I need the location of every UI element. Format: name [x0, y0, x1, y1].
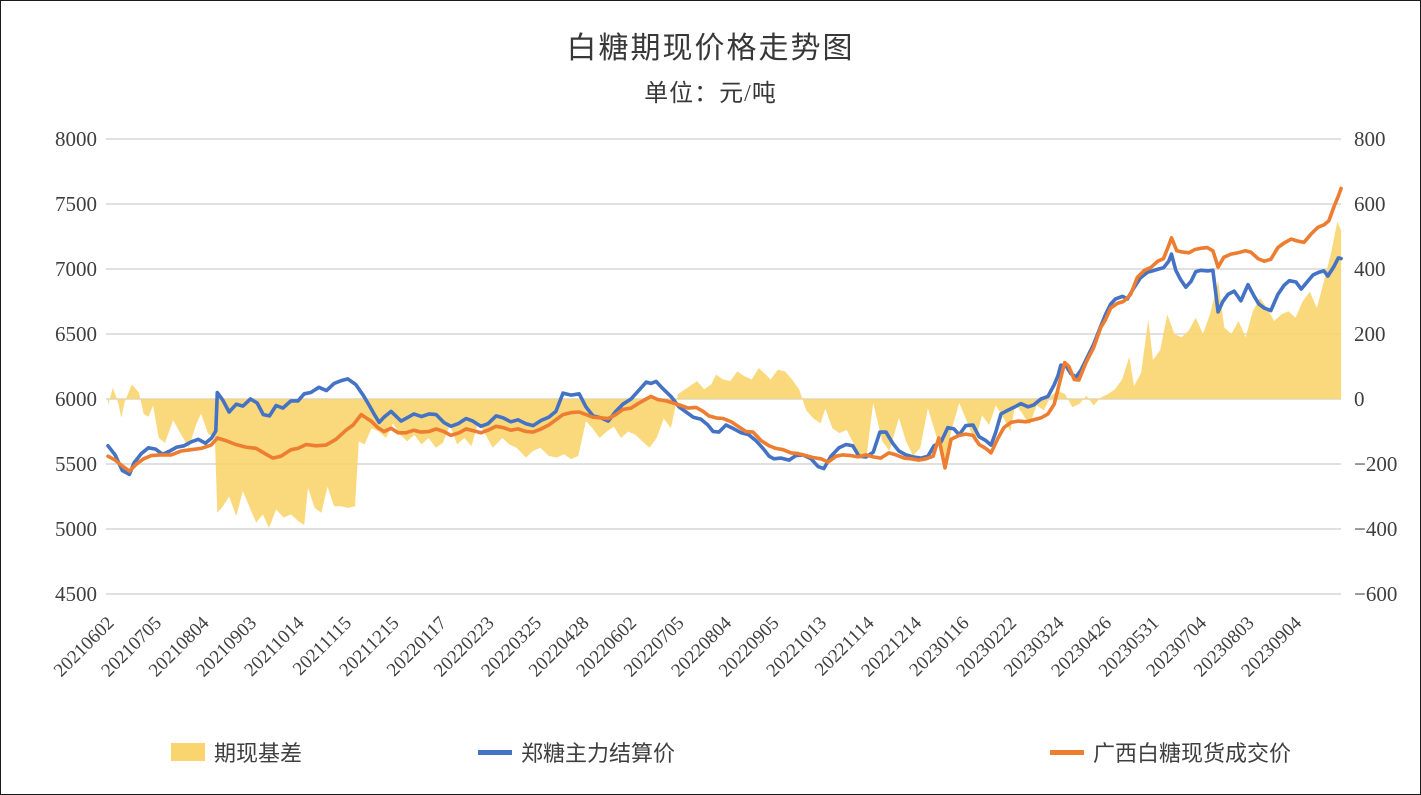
- y-axis-tick-label-right: 800: [1354, 127, 1386, 151]
- y-axis-tick-label-left: 8000: [55, 127, 97, 151]
- legend-label-spot: 广西白糖现货成交价: [1093, 741, 1292, 766]
- y-axis-tick-label-right: 200: [1354, 322, 1386, 346]
- price-line-series: [106, 186, 1343, 477]
- y-axis-right-labels: 800 600 400 200 0 −200 −400 −600: [1354, 127, 1397, 606]
- y-axis-tick-label-left: 4500: [55, 582, 97, 606]
- futures-swatch-icon: [478, 749, 512, 755]
- y-axis-tick-label-right: −600: [1354, 582, 1397, 606]
- y-axis-tick-label-right: −400: [1354, 517, 1397, 541]
- legend-label-basis: 期现基差: [214, 741, 303, 766]
- y-axis-tick-label-left: 7000: [55, 257, 97, 281]
- legend-item-spot: 广西白糖现货成交价: [1050, 737, 1291, 767]
- basis-swatch-icon: [171, 743, 205, 761]
- futures-line-path: [106, 252, 1343, 477]
- chart-title: 白糖期现价格走势图: [566, 32, 855, 65]
- spot-swatch-icon: [1050, 749, 1084, 755]
- y-axis-tick-label-left: 5500: [55, 452, 97, 476]
- y-axis-tick-label-right: 600: [1354, 192, 1386, 216]
- basis-area-series: [108, 221, 1342, 528]
- y-axis-left-labels: 8000 7500 7000 6500 6000 5500 5000 4500: [55, 127, 97, 606]
- y-axis-tick-label-left: 6000: [55, 387, 97, 411]
- chart-subtitle: 单位：元/吨: [644, 81, 777, 107]
- y-axis-tick-label-right: −200: [1354, 452, 1397, 476]
- basis-area-path: [108, 221, 1342, 528]
- y-axis-tick-label-left: 6500: [55, 322, 97, 346]
- legend-label-futures: 郑糖主力结算价: [521, 741, 676, 766]
- y-axis-tick-label-right: 400: [1354, 257, 1386, 281]
- legend: 期现基差 郑糖主力结算价 广西白糖现货成交价: [1, 737, 1420, 767]
- y-axis-tick-label-right: 0: [1354, 387, 1365, 411]
- legend-item-basis: 期现基差: [171, 737, 302, 767]
- y-axis-tick-label-left: 5000: [55, 517, 97, 541]
- y-axis-tick-label-left: 7500: [55, 192, 97, 216]
- legend-item-futures: 郑糖主力结算价: [478, 737, 675, 767]
- spot-line-path: [106, 186, 1343, 473]
- x-axis-labels: 2021060220210705202108042021090320211014…: [50, 612, 1306, 681]
